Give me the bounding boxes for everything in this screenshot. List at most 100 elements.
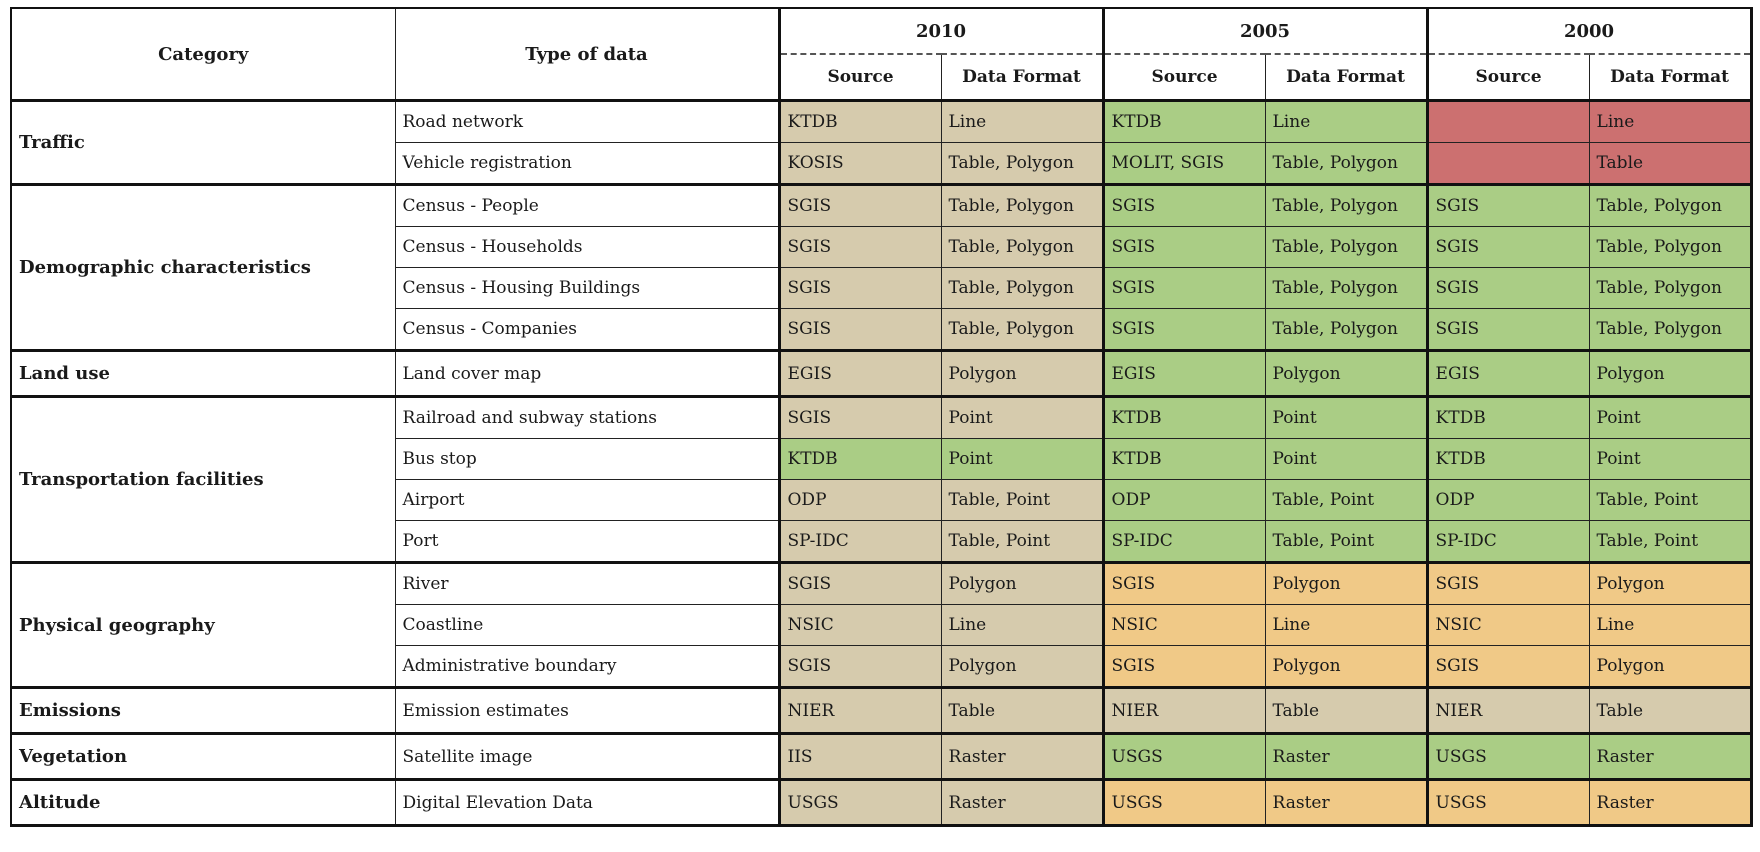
source-cell: KTDB: [1425, 438, 1590, 480]
data-format-cell: Point: [1264, 438, 1428, 480]
table-row: Transportation facilities Railroad and su…: [10, 395, 1753, 563]
category-cell: Traffic: [10, 99, 396, 185]
data-sources-table: Category Type of data 2010 2005 2000 Sou…: [10, 7, 1753, 827]
data-format-cell: Table, Point: [940, 479, 1104, 521]
data-format-cell: Table, Polygon: [1264, 308, 1428, 351]
category-cell: Transportation facilities: [10, 395, 396, 563]
type-of-data-cell: Digital Elevation Data: [394, 778, 781, 827]
type-of-data-cell: Airport: [394, 479, 781, 521]
data-format-cell: Table: [1588, 686, 1753, 734]
data-format-cell: Table, Polygon: [1264, 183, 1428, 227]
category-cell: Demographic characteristics: [10, 183, 396, 351]
data-format-cell: Point: [1588, 395, 1753, 439]
table-row: Traffic Road network KTDB Line KTDB Line Line: [10, 99, 1753, 185]
data-format-cell: Raster: [1264, 778, 1428, 827]
data-format-cell: Line: [1588, 99, 1753, 143]
header-year-2010: 2010: [777, 7, 1104, 55]
data-format-cell: Table, Polygon: [940, 226, 1104, 268]
table-row: Vegetation Satellite image IIS Raster USGS Ra…: [10, 732, 1753, 780]
source-cell: EGIS: [1101, 349, 1266, 397]
type-of-data-cell: Administrative boundary: [394, 645, 781, 688]
header-year-2000: 2000: [1425, 7, 1753, 55]
data-format-cell: Table: [1588, 142, 1753, 185]
source-cell: KTDB: [777, 438, 942, 480]
source-cell: USGS: [1101, 732, 1266, 780]
source-cell: ODP: [1425, 479, 1590, 521]
data-format-cell: Line: [1264, 99, 1428, 143]
source-cell: KTDB: [1425, 395, 1590, 439]
type-of-data-cell: Vehicle registration: [394, 142, 781, 185]
data-format-cell: Polygon: [1264, 561, 1428, 605]
data-format-cell: Polygon: [940, 349, 1104, 397]
source-cell: SGIS: [1425, 226, 1590, 268]
table-row: Emissions Emission estimates NIER Table NIER…: [10, 686, 1753, 734]
table-row: Port SP-IDC Table, Point SP-IDC Table, Point…: [11, 520, 1753, 563]
table-row: Administrative boundary SGIS Polygon SGIS Po…: [11, 645, 1753, 688]
header-format-2010: Data Format: [940, 53, 1104, 101]
source-cell: SGIS: [1425, 645, 1590, 688]
source-cell: EGIS: [1425, 349, 1590, 397]
data-format-cell: Line: [1588, 604, 1753, 646]
source-cell: NSIC: [1101, 604, 1266, 646]
data-format-cell: Polygon: [1264, 645, 1428, 688]
data-format-cell: Table, Polygon: [940, 267, 1104, 309]
category-cell: Physical geography: [10, 561, 396, 688]
source-cell: IIS: [777, 732, 942, 780]
data-format-cell: Table, Point: [1264, 520, 1428, 563]
data-format-cell: Point: [1588, 438, 1753, 480]
source-cell: MOLIT, SGIS: [1101, 142, 1266, 185]
data-format-cell: Table, Polygon: [1588, 226, 1753, 268]
source-cell: SP-IDC: [1101, 520, 1266, 563]
source-cell: NIER: [1101, 686, 1266, 734]
table-row: Land use Land cover map EGIS Polygon EGIS Pol…: [10, 349, 1753, 397]
type-of-data-cell: Coastline: [394, 604, 781, 646]
data-format-cell: Polygon: [940, 645, 1104, 688]
table-row: Coastline NSIC Line NSIC Line NSIC Line: [11, 604, 1753, 646]
source-cell: USGS: [1425, 778, 1590, 827]
data-format-cell: Table: [940, 686, 1104, 734]
data-format-cell: Table, Polygon: [940, 183, 1104, 227]
data-format-cell: Table, Point: [1588, 479, 1753, 521]
source-cell: [1425, 142, 1590, 185]
table-row: Airport ODP Table, Point ODP Table, Point ODP…: [11, 479, 1753, 521]
type-of-data-cell: Census - Housing Buildings: [394, 267, 781, 309]
source-cell: KOSIS: [777, 142, 942, 185]
source-cell: USGS: [1101, 778, 1266, 827]
data-format-cell: Line: [940, 99, 1104, 143]
data-format-cell: Raster: [1588, 778, 1753, 827]
header-type-of-data: Type of data: [394, 7, 781, 101]
table-row: Physical geography River SGIS Polygon SGIS Po…: [10, 561, 1753, 688]
source-cell: SGIS: [1101, 308, 1266, 351]
source-cell: SGIS: [777, 267, 942, 309]
data-format-cell: Line: [940, 604, 1104, 646]
source-cell: SGIS: [1425, 267, 1590, 309]
data-format-cell: Table, Polygon: [1588, 183, 1753, 227]
data-format-cell: Point: [940, 395, 1104, 439]
category-cell: Altitude: [10, 778, 396, 827]
table-body: Traffic Road network KTDB Line KTDB Line Line V…: [10, 99, 1753, 827]
source-cell: KTDB: [777, 99, 942, 143]
table-row: Census - Companies SGIS Table, Polygon SGIS…: [11, 308, 1753, 351]
data-format-cell: Table, Point: [940, 520, 1104, 563]
source-cell: SP-IDC: [1425, 520, 1590, 563]
source-cell: SGIS: [1425, 308, 1590, 351]
source-cell: SGIS: [1101, 183, 1266, 227]
source-cell: SGIS: [1425, 183, 1590, 227]
data-format-cell: Table, Polygon: [1264, 142, 1428, 185]
table-row: Vehicle registration KOSIS Table, Polygon M…: [11, 142, 1753, 185]
table-row: Demographic characteristics Census - Peop…: [10, 183, 1753, 351]
data-format-cell: Raster: [940, 732, 1104, 780]
type-of-data-cell: Land cover map: [394, 349, 781, 397]
header-format-2000: Data Format: [1588, 53, 1753, 101]
table-row: Census - Housing Buildings SGIS Table, Pol…: [11, 267, 1753, 309]
category-cell: Emissions: [10, 686, 396, 734]
data-format-cell: Table, Polygon: [1588, 267, 1753, 309]
data-format-cell: Table, Polygon: [1264, 226, 1428, 268]
source-cell: SGIS: [1101, 645, 1266, 688]
source-cell: SGIS: [1101, 267, 1266, 309]
type-of-data-cell: Railroad and subway stations: [394, 395, 781, 439]
header-source-2005: Source: [1101, 53, 1266, 101]
type-of-data-cell: Census - Households: [394, 226, 781, 268]
source-cell: SGIS: [777, 226, 942, 268]
type-of-data-cell: Port: [394, 520, 781, 563]
